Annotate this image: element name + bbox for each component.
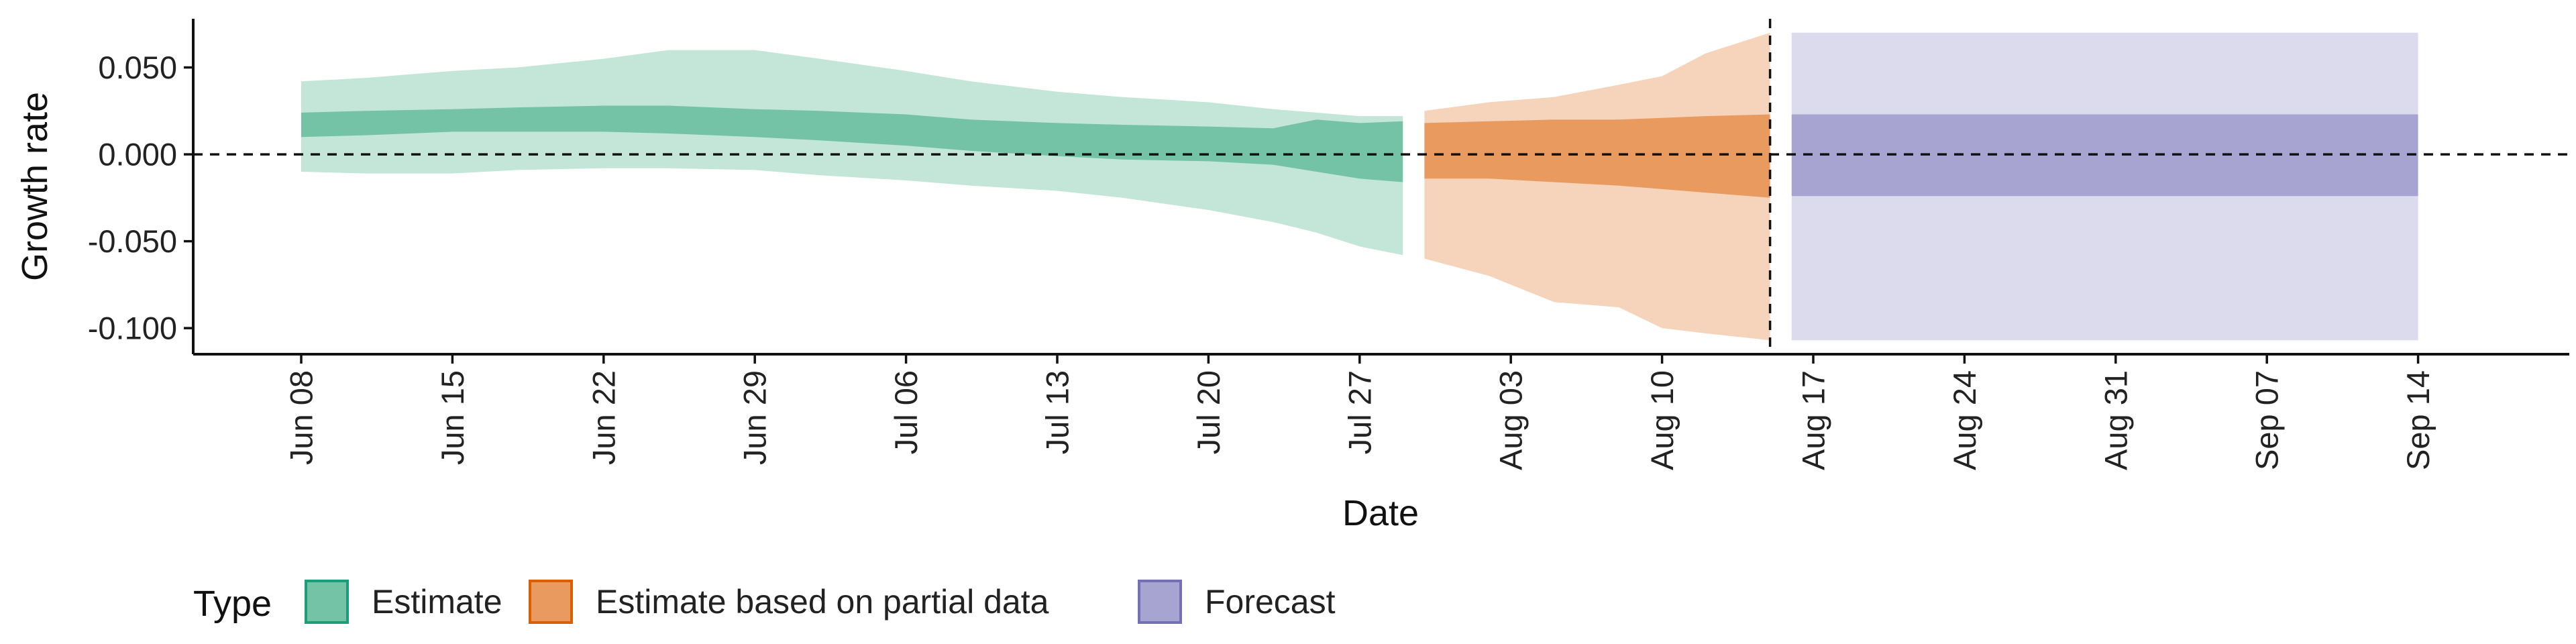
y-tick-label: -0.100 — [88, 311, 177, 346]
y-tick-label: 0.000 — [98, 137, 177, 172]
x-tick-label: Jun 08 — [284, 370, 319, 465]
legend-label-estimate: Estimate — [372, 583, 502, 621]
x-tick-label: Jul 13 — [1040, 370, 1075, 454]
band-outer-estimate — [301, 50, 1403, 256]
legend-key-forecast — [1138, 580, 1182, 624]
legend: Type Estimate Estimate based on partial d… — [193, 580, 1336, 624]
legend-key-estimate-based-on-partial-data — [529, 580, 573, 624]
x-tick-label: Jul 27 — [1342, 370, 1377, 454]
legend-label-estimate-based-on-partial-data: Estimate based on partial data — [596, 583, 1049, 621]
band-outer-estimate-based-on-partial-data — [1424, 32, 1770, 341]
x-tick-label: Aug 17 — [1796, 370, 1831, 470]
x-tick-label: Aug 03 — [1493, 370, 1529, 470]
x-tick-label: Sep 14 — [2400, 370, 2436, 470]
x-tick-label: Aug 24 — [1947, 370, 1982, 470]
legend-title: Type — [193, 584, 272, 624]
band-inner-estimate-based-on-partial-data — [1424, 114, 1770, 198]
band-inner-forecast — [1791, 114, 2418, 197]
y-axis-ticks: 0.050 0.000 -0.050 -0.100 — [88, 50, 193, 346]
x-axis-title: Date — [1342, 493, 1419, 533]
x-tick-label: Jun 29 — [737, 370, 773, 465]
x-axis-ticks: Jun 08 Jun 15 Jun 22 Jun 29 Jul 06 Jul 13 Jul … — [284, 354, 2436, 470]
y-tick-label: 0.050 — [98, 50, 177, 85]
series-bands — [301, 32, 2418, 341]
x-tick-label: Aug 10 — [1644, 370, 1680, 470]
x-tick-label: Jun 15 — [435, 370, 470, 465]
y-tick-label: -0.050 — [88, 223, 177, 259]
x-tick-label: Sep 07 — [2249, 370, 2285, 470]
x-tick-label: Jun 22 — [586, 370, 621, 465]
x-tick-label: Aug 31 — [2098, 370, 2133, 470]
x-tick-label: Jul 06 — [888, 370, 924, 454]
band-inner-estimate — [301, 105, 1403, 182]
legend-key-estimate — [305, 580, 349, 624]
axes — [192, 19, 2569, 356]
x-tick-label: Jul 20 — [1191, 370, 1226, 454]
reference-lines — [193, 19, 2569, 354]
legend-label-forecast: Forecast — [1205, 583, 1336, 621]
y-axis-title: Growth rate — [15, 92, 55, 281]
